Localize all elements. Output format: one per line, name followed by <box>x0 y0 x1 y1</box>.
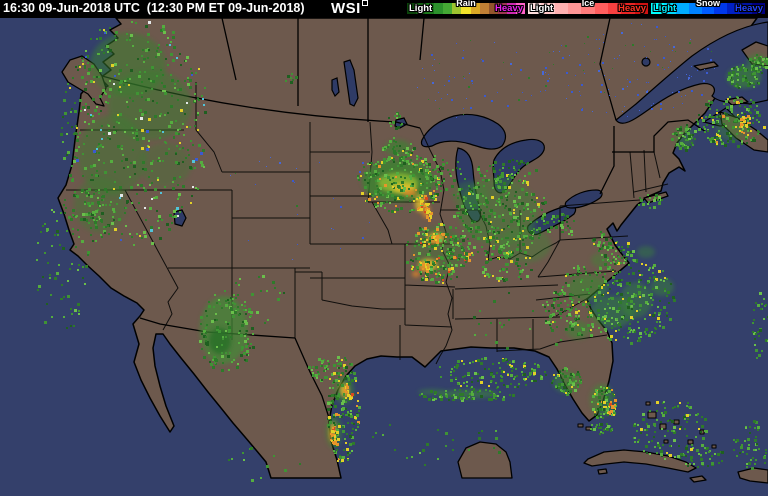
great-salt-lake <box>173 209 187 227</box>
lake-manitoba <box>331 77 340 98</box>
precip-legend: Rain Light Heavy Ice Light Heavy Snow Li… <box>407 0 766 18</box>
legend-rain: Rain Light Heavy <box>407 0 526 18</box>
top-bar: 16:30 09-Jun-2018 UTC (12:30 PM ET 09-Ju… <box>0 0 768 18</box>
legend-rain-heavy-label: Heavy <box>495 3 523 14</box>
legend-ice-title: Ice <box>581 0 595 8</box>
quebec-lake <box>641 57 651 67</box>
isle-of-youth <box>597 468 608 475</box>
timestamp-label: 16:30 09-Jun-2018 UTC (12:30 PM ET 09-Ju… <box>3 1 305 15</box>
cuba <box>583 449 697 473</box>
legend-snow-title: Snow <box>696 0 720 8</box>
lake-superior <box>420 113 507 150</box>
legend-ice: Ice Light Heavy <box>528 0 648 18</box>
legend-ice-colorbar <box>528 3 648 14</box>
lake-ontario <box>564 189 603 209</box>
legend-snow-heavy-label: Heavy <box>735 3 763 14</box>
legend-rain-title: Rain <box>456 0 476 8</box>
legend-ice-heavy-label: Heavy <box>618 3 646 14</box>
national-borders <box>101 18 707 425</box>
anticosti-island <box>693 61 719 71</box>
legend-ice-light-label: Light <box>530 3 554 14</box>
legend-rain-light-label: Light <box>409 3 433 14</box>
jamaica <box>689 475 707 483</box>
wsi-degree-mark <box>361 0 368 6</box>
legend-snow-colorbar <box>651 3 766 14</box>
legend-rain-colorbar <box>407 3 526 14</box>
radar-echo-speckles <box>36 21 768 482</box>
legend-snow: Snow Light Heavy <box>651 0 766 18</box>
wsi-logo: WSI <box>331 0 368 17</box>
lake-winnipeg <box>343 59 359 107</box>
legend-snow-light-label: Light <box>653 3 677 14</box>
radar-map <box>0 18 768 496</box>
